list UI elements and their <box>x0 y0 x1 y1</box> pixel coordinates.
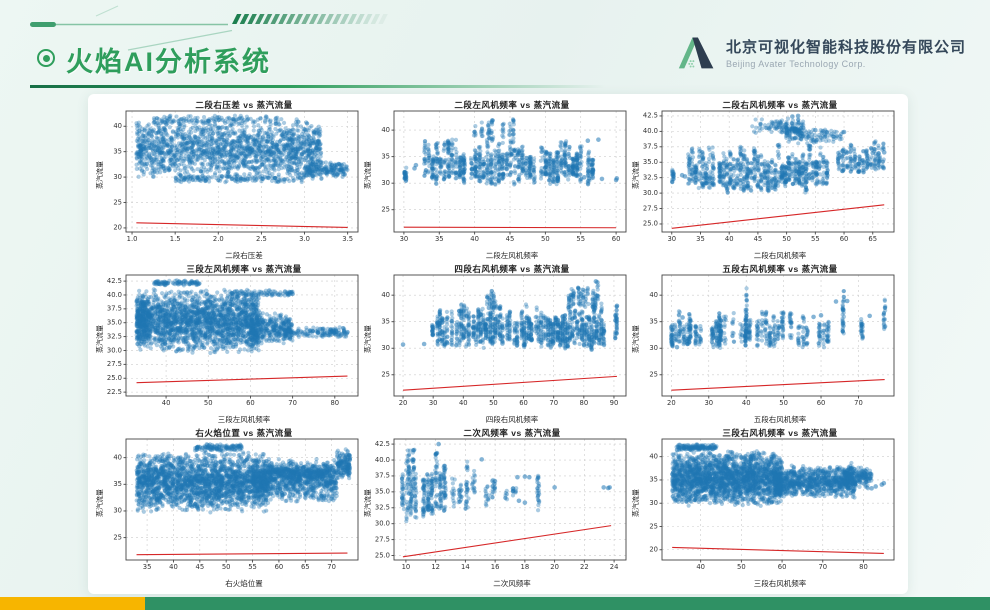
scatter-plot-canvas <box>96 426 364 590</box>
chart-title: 三段右风机频率 vs 蒸汽流量 <box>722 428 838 438</box>
scatter-plot-canvas <box>96 262 364 426</box>
company-name-cn: 北京可视化智能科技股份有限公司 <box>725 38 966 56</box>
chart-title: 二段右风机频率 vs 蒸汽流量 <box>722 100 838 110</box>
header-pill <box>30 22 56 27</box>
scatter-plot-canvas <box>364 262 632 426</box>
chart-xlabel: 二段右压差 <box>225 251 263 260</box>
footer-bar <box>0 597 990 610</box>
chart-xlabel: 右火焰位置 <box>225 579 263 588</box>
chart-ylabel: 蒸汽流量 <box>365 161 372 189</box>
chart-ylabel: 蒸汽流量 <box>633 325 640 353</box>
title-underline <box>30 85 605 88</box>
company-name-en: Beijing Avater Technology Corp. <box>725 58 866 69</box>
chart-xlabel: 二段左风机频率 <box>485 251 539 260</box>
title-bullet-dot <box>42 54 50 62</box>
footer-green-bar <box>0 597 990 610</box>
chart-ylabel: 蒸汽流量 <box>97 489 104 517</box>
chart-ylabel: 蒸汽流量 <box>97 325 104 353</box>
chart-ylabel: 蒸汽流量 <box>365 489 372 517</box>
chart-xlabel: 五段右风机频率 <box>753 415 807 424</box>
charts-panel: 二段右压差 vs 蒸汽流量 二段右压差 蒸汽流量 二段左风机频率 vs 蒸汽流量 二段左… <box>88 94 908 594</box>
chart-cell: 二段右风机频率 vs 蒸汽流量 二段右风机频率 蒸汽流量 <box>632 98 900 262</box>
chart-ylabel: 蒸汽流量 <box>97 161 104 189</box>
chart-ylabel: 蒸汽流量 <box>633 161 640 189</box>
scatter-plot-canvas <box>96 98 364 262</box>
scatter-plot-canvas <box>632 98 900 262</box>
scatter-plot-canvas <box>632 426 900 590</box>
company-logo: 北京可视化智能科技股份有限公司 Beijing Avater Technolog… <box>677 33 966 71</box>
chart-cell: 右火焰位置 vs 蒸汽流量 右火焰位置 蒸汽流量 <box>96 426 364 590</box>
chart-xlabel: 三段右风机频率 <box>753 579 807 588</box>
chart-cell: 四段右风机频率 vs 蒸汽流量 四段右风机频率 蒸汽流量 <box>364 262 632 426</box>
chart-xlabel: 三段左风机频率 <box>217 415 271 424</box>
chart-cell: 二段右压差 vs 蒸汽流量 二段右压差 蒸汽流量 <box>96 98 364 262</box>
chart-xlabel: 二段右风机频率 <box>753 251 807 260</box>
chart-cell: 二次风频率 vs 蒸汽流量 二次风频率 蒸汽流量 <box>364 426 632 590</box>
chart-title: 三段左风机频率 vs 蒸汽流量 <box>186 264 302 274</box>
scatter-plot-canvas <box>632 262 900 426</box>
chart-xlabel: 二次风频率 <box>493 579 531 588</box>
chart-cell: 三段左风机频率 vs 蒸汽流量 三段左风机频率 蒸汽流量 <box>96 262 364 426</box>
chart-ylabel: 蒸汽流量 <box>633 489 640 517</box>
charts-grid: 二段右压差 vs 蒸汽流量 二段右压差 蒸汽流量 二段左风机频率 vs 蒸汽流量 二段左… <box>96 98 900 590</box>
chart-cell: 五段右风机频率 vs 蒸汽流量 五段右风机频率 蒸汽流量 <box>632 262 900 426</box>
chart-xlabel: 四段右风机频率 <box>485 415 539 424</box>
chart-title: 二段右压差 vs 蒸汽流量 <box>195 100 293 110</box>
scatter-plot-canvas <box>364 98 632 262</box>
chart-ylabel: 蒸汽流量 <box>365 325 372 353</box>
chart-title: 右火焰位置 vs 蒸汽流量 <box>195 428 293 438</box>
page-title: 火焰AI分析系统 <box>66 47 271 77</box>
chart-title: 四段右风机频率 vs 蒸汽流量 <box>454 264 570 274</box>
chart-cell: 三段右风机频率 vs 蒸汽流量 三段右风机频率 蒸汽流量 <box>632 426 900 590</box>
chart-title: 二段左风机频率 vs 蒸汽流量 <box>454 100 570 110</box>
scatter-plot-canvas <box>364 426 632 590</box>
avater-logo-icon <box>678 37 714 69</box>
chart-title: 二次风频率 vs 蒸汽流量 <box>463 428 561 438</box>
footer-yellow-bar <box>0 597 145 610</box>
title-bullet-icon <box>37 49 55 67</box>
chart-title: 五段右风机频率 vs 蒸汽流量 <box>722 264 838 274</box>
hatch-stripes-icon <box>232 14 388 24</box>
chart-cell: 二段左风机频率 vs 蒸汽流量 二段左风机频率 蒸汽流量 <box>364 98 632 262</box>
